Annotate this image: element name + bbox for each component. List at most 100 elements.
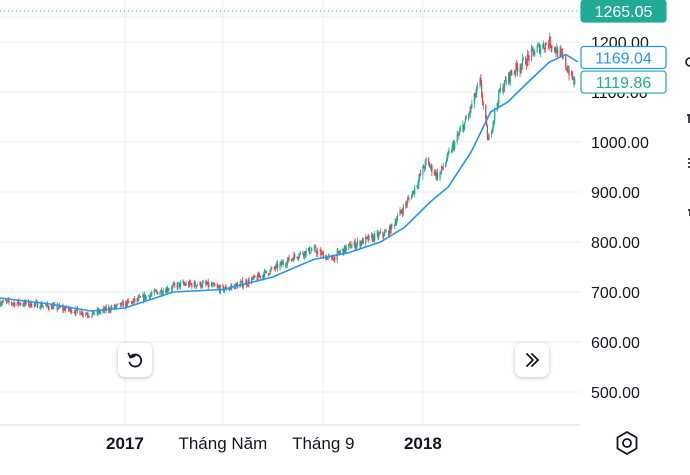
candle-body: [543, 48, 546, 50]
candle-body: [128, 301, 130, 303]
candle-body: [139, 296, 142, 298]
candle-body: [505, 80, 507, 84]
candle-body: [468, 114, 470, 120]
candle-body: [390, 224, 392, 234]
candle-body: [334, 256, 336, 261]
candle-body: [202, 281, 204, 283]
candle-body: [126, 300, 128, 307]
candle-body: [439, 172, 441, 180]
candle-body: [257, 273, 259, 280]
candle-body: [481, 84, 483, 96]
candle-body: [533, 51, 535, 56]
candle-body: [303, 251, 306, 257]
candle-body: [217, 286, 219, 288]
candle-body: [570, 71, 573, 76]
candle-body: [350, 247, 352, 249]
scroll-to-realtime-button[interactable]: [515, 343, 549, 377]
candle-body: [228, 288, 231, 290]
candle-body: [429, 167, 431, 168]
candle-body: [211, 284, 213, 286]
candle-body: [356, 243, 358, 246]
candle-body: [63, 307, 65, 310]
candle-body: [448, 151, 450, 153]
candle-body: [145, 296, 147, 299]
candle-body: [538, 44, 540, 46]
candle-body: [248, 280, 250, 284]
toolbar-glyph-icon[interactable]: [682, 55, 690, 69]
candle-body: [498, 90, 500, 104]
toolbar-glyph-icon[interactable]: [682, 112, 690, 126]
candle-body: [542, 44, 544, 49]
candle-body: [172, 284, 174, 286]
candle-body: [361, 238, 364, 244]
candle-body: [345, 246, 347, 251]
candle-body: [459, 131, 461, 135]
candle-body: [465, 118, 467, 120]
candle-body: [442, 167, 444, 169]
candle-body: [195, 285, 197, 287]
candle-body: [485, 105, 487, 120]
candle-body: [454, 141, 456, 149]
candle-body: [347, 244, 350, 247]
candle-body: [424, 160, 426, 169]
candle-body: [259, 275, 262, 278]
candle-body: [561, 53, 564, 58]
candle-body: [174, 283, 176, 285]
candle-body: [214, 285, 216, 287]
candle-body: [325, 256, 328, 260]
candle-body: [566, 69, 568, 73]
candle-body: [116, 304, 118, 307]
candle-body: [476, 87, 478, 94]
candle-body: [13, 302, 15, 304]
candle-body: [394, 222, 396, 226]
candle-body: [82, 314, 84, 316]
candle-body: [160, 289, 162, 293]
candle-body: [401, 211, 403, 213]
candle-body: [288, 257, 290, 261]
candle-body: [405, 203, 408, 205]
candle-body: [510, 71, 512, 74]
candle-body: [0, 302, 1, 306]
candle-body: [51, 305, 53, 310]
toolbar-glyph-icon[interactable]: [682, 156, 690, 170]
candle-body: [125, 301, 127, 308]
reset-chart-button[interactable]: [118, 343, 152, 377]
candle-body: [271, 267, 273, 269]
candle-body: [147, 295, 150, 297]
candle-body: [407, 198, 409, 200]
candle-body: [479, 77, 481, 86]
candle-body: [344, 245, 346, 251]
candle-body: [275, 265, 277, 269]
gear-icon[interactable]: [614, 430, 640, 456]
candle-body: [45, 304, 47, 306]
candle-body: [379, 233, 381, 235]
candle-body: [504, 79, 506, 81]
candle-body: [469, 106, 471, 114]
candle-body: [155, 290, 157, 292]
candle-body: [2, 300, 4, 302]
candle-body: [18, 303, 21, 305]
candle-body: [502, 87, 504, 92]
candle-body: [337, 250, 339, 252]
candle-body: [1, 301, 4, 304]
candle-body: [267, 273, 270, 275]
time-axis[interactable]: 2017 Tháng Năm Tháng 9 2018: [106, 434, 442, 453]
candle-body: [299, 253, 301, 257]
candle-body: [144, 294, 146, 299]
candle-body: [287, 257, 289, 261]
candle-body: [452, 143, 454, 146]
candle-body: [98, 310, 101, 313]
candle-body: [274, 268, 276, 269]
toolbar-glyph-icon[interactable]: [682, 205, 690, 219]
candle-body: [338, 250, 340, 253]
candle-body: [1, 303, 3, 305]
candle-body: [447, 152, 449, 154]
candle-body: [299, 252, 302, 254]
candle-body: [96, 309, 98, 314]
candle-body: [183, 284, 186, 285]
candle-body: [165, 290, 167, 293]
candle-body: [263, 270, 266, 278]
candle-body: [154, 290, 156, 291]
candle-body: [400, 210, 402, 212]
